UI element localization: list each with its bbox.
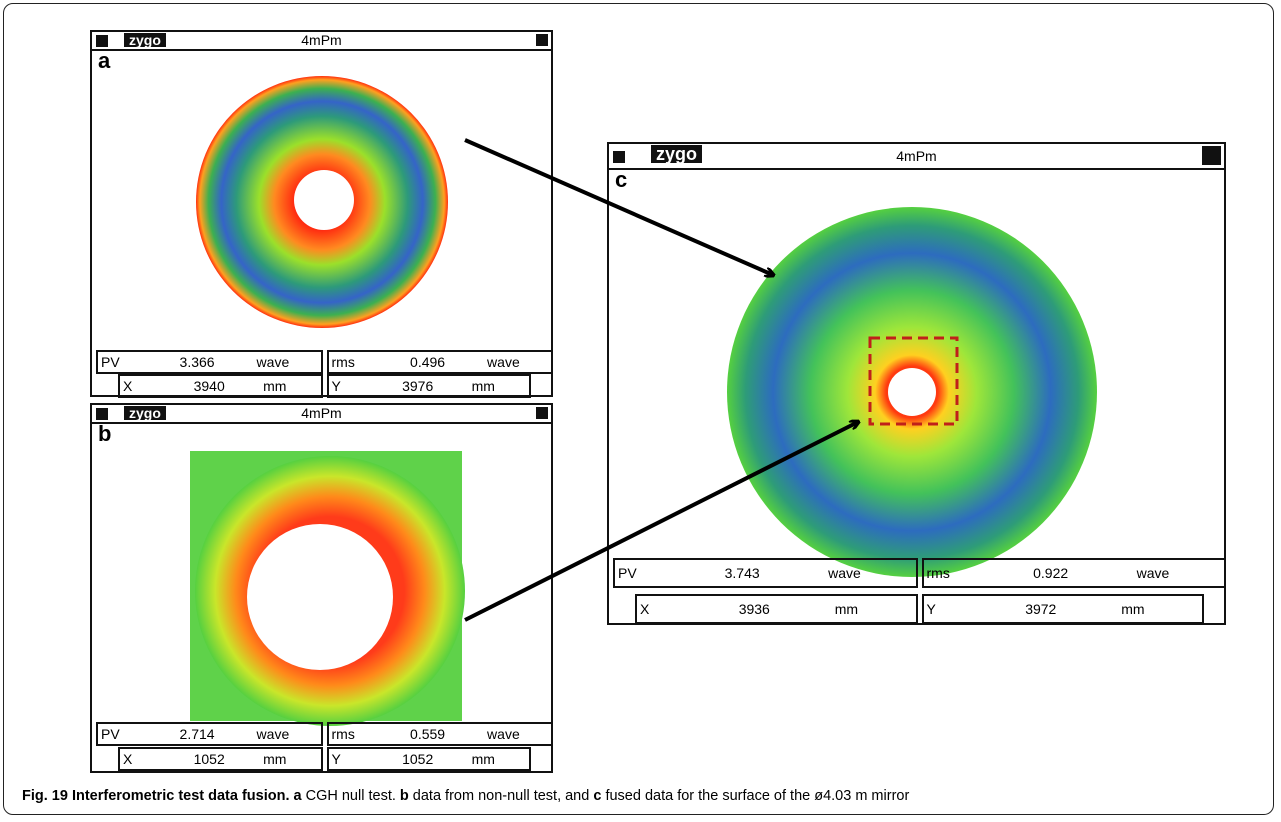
stat-name: rms [927,565,950,581]
stat-value: 3972 [1025,601,1056,617]
stat-value: 3.743 [725,565,760,581]
stat-box: Y 1052 mm [327,747,532,771]
stat-unit: mm [835,601,858,617]
stat-name: PV [101,354,120,370]
stat-box: rms 0.559 wave [327,722,554,746]
stat-box: PV 3.743 wave [613,558,918,588]
stat-box: Y 3976 mm [327,374,532,398]
caption: Fig. 19 Interferometric test data fusion… [22,788,909,804]
panel-label: c [615,167,627,193]
stat-box: rms 0.922 wave [922,558,1227,588]
stat-box: rms 0.496 wave [327,350,554,374]
stat-value: 0.922 [1033,565,1068,581]
stat-value: 1052 [194,751,225,767]
stat-value: 3940 [194,378,225,394]
stat-unit: wave [487,726,520,742]
window-title: 4mPm [92,32,551,49]
stat-box: PV 2.714 wave [96,722,323,746]
stat-name: PV [618,565,637,581]
stat-box: X 3936 mm [635,594,918,624]
caption-run: b [400,788,409,804]
stat-unit: mm [263,378,286,394]
stat-unit: mm [472,751,495,767]
caption-run: data from non-null test, and [409,788,594,804]
stat-value: 0.496 [410,354,445,370]
stat-unit: mm [263,751,286,767]
corner-icon [1202,146,1221,165]
caption-run: CGH null test. [302,788,400,804]
stat-name: X [123,751,132,767]
stat-value: 1052 [402,751,433,767]
stat-unit: wave [487,354,520,370]
stat-name: Y [332,378,341,394]
stat-unit: mm [1121,601,1144,617]
stat-value: 0.559 [410,726,445,742]
window-title: 4mPm [609,144,1224,168]
corner-icon [536,34,548,46]
corner-icon [536,407,548,419]
stat-name: PV [101,726,120,742]
stat-unit: mm [472,378,495,394]
stat-name: X [640,601,649,617]
window-title: 4mPm [92,405,551,422]
caption-run: a [290,788,302,804]
stat-box: Y 3972 mm [922,594,1205,624]
surface-map [609,144,1224,623]
stat-name: X [123,378,132,394]
stat-value: 3976 [402,378,433,394]
panel-label: a [98,48,110,74]
figure: Fig. 19 Interferometric test data fusion… [0,0,1281,822]
stat-name: rms [332,354,355,370]
stat-unit: wave [828,565,861,581]
stat-value: 3.366 [180,354,215,370]
caption-run: fused data for the surface of the ø4.03 … [601,788,909,804]
panel-label: b [98,421,111,447]
stat-box: X 1052 mm [118,747,323,771]
stat-value: 3936 [739,601,770,617]
stat-name: rms [332,726,355,742]
stat-value: 2.714 [180,726,215,742]
surface-map [92,32,551,395]
stat-unit: wave [257,726,290,742]
caption-run: Fig. 19 Interferometric test data fusion… [22,788,290,804]
stat-name: Y [332,751,341,767]
stat-name: Y [927,601,936,617]
stat-unit: wave [257,354,290,370]
stat-box: X 3940 mm [118,374,323,398]
surface-map [92,405,551,771]
stat-box: PV 3.366 wave [96,350,323,374]
stat-unit: wave [1137,565,1170,581]
